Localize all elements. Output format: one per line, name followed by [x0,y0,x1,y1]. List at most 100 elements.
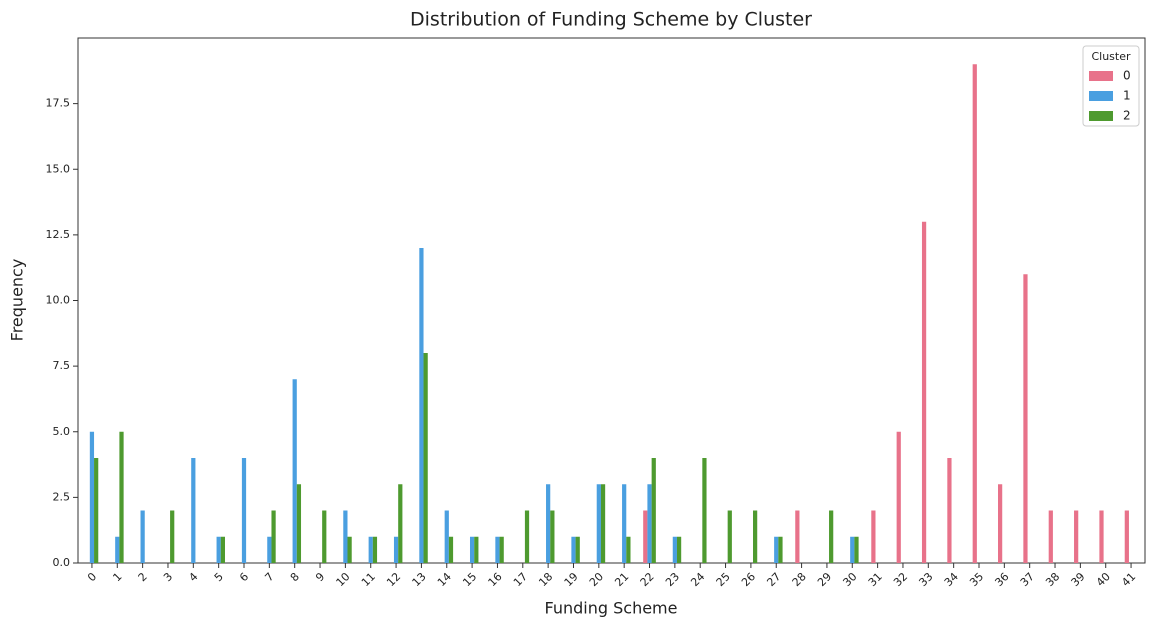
bar [322,510,327,563]
bar [727,510,732,563]
x-tick-label: 36 [992,570,1011,589]
bar [499,536,504,563]
bar [267,536,272,563]
x-tick-label: 37 [1018,570,1037,589]
bar [575,536,580,563]
bar [795,510,800,563]
y-axis-label: Frequency [8,259,27,342]
bar [753,510,758,563]
chart-title: Distribution of Funding Scheme by Cluste… [410,9,812,31]
bar [643,510,648,563]
x-tick-label: 6 [237,570,251,584]
x-tick-label: 25 [714,570,733,589]
bar [398,484,403,563]
bar [220,536,225,563]
x-tick-label: 28 [790,570,809,589]
bar [672,536,677,563]
bar [571,536,576,563]
bar [774,536,779,563]
x-tick-label: 13 [410,570,429,589]
x-tick-label: 14 [435,570,454,589]
y-tick-label: 7.5 [53,359,71,372]
bar [444,510,449,563]
x-tick-label: 3 [161,570,175,584]
x-tick-label: 29 [815,570,834,589]
x-tick-label: 34 [942,570,961,589]
x-tick-label: 11 [359,570,378,589]
bar [651,458,656,563]
bar [495,536,500,563]
x-tick-label: 38 [1043,570,1062,589]
bar [626,536,631,563]
x-tick-label: 1 [110,570,124,584]
x-tick-label: 39 [1069,570,1088,589]
legend-swatch [1089,71,1113,81]
x-tick-label: 15 [460,570,479,589]
x-axis-label: Funding Scheme [545,599,678,618]
bar [368,536,373,563]
x-tick-label: 24 [688,570,707,589]
legend-title: Cluster [1091,50,1131,63]
x-tick-label: 41 [1119,570,1138,589]
y-tick-label: 0.0 [53,556,71,569]
bar [296,484,302,563]
x-tick-label: 32 [891,570,910,589]
bar [372,536,378,563]
bar [676,536,682,563]
bar [647,484,652,563]
bar [191,458,196,563]
x-tick-label: 26 [739,570,758,589]
x-tick-label: 22 [638,570,657,589]
bar [474,536,479,563]
bar [871,510,876,563]
x-tick-label: 35 [967,570,986,589]
x-tick-label: 16 [486,570,505,589]
bar [921,221,927,563]
x-tick-label: 23 [663,570,682,589]
bar [1023,274,1028,563]
bar [241,458,247,563]
bar [600,484,606,563]
plot-frame [77,37,1146,564]
bar [1074,510,1079,563]
x-tick-label: 18 [536,570,555,589]
bar [850,536,855,563]
bar [343,510,348,563]
bar [972,64,977,563]
y-tick-label: 17.5 [46,97,71,110]
x-tick-label: 9 [313,570,327,584]
legend-label: 2 [1123,109,1131,123]
x-tick-label: 4 [186,570,200,584]
bar [622,484,627,563]
bar [469,536,475,563]
y-tick-label: 15.0 [46,162,71,175]
bar [947,458,952,563]
bar [89,431,95,563]
x-tick-label: 19 [562,570,581,589]
bar [170,510,175,563]
bar [119,431,124,563]
x-tick-label: 8 [288,570,302,584]
x-tick-label: 21 [612,570,631,589]
y-tick-label: 5.0 [53,425,71,438]
bar [778,536,783,563]
x-tick-label: 0 [85,570,99,584]
bar [271,510,276,563]
bar [115,536,120,563]
bar [596,484,601,563]
bar [524,510,530,563]
bar [448,536,454,563]
bar [347,536,352,563]
x-tick-label: 27 [764,570,783,589]
bar [423,353,428,563]
bar [829,510,834,563]
bar [854,536,859,563]
bar [393,536,399,563]
x-tick-label: 12 [384,570,403,589]
x-tick-label: 30 [840,570,859,589]
bar [292,379,297,563]
legend-swatch [1089,91,1113,101]
x-tick-label: 31 [866,570,885,589]
x-tick-label: 10 [334,570,353,589]
